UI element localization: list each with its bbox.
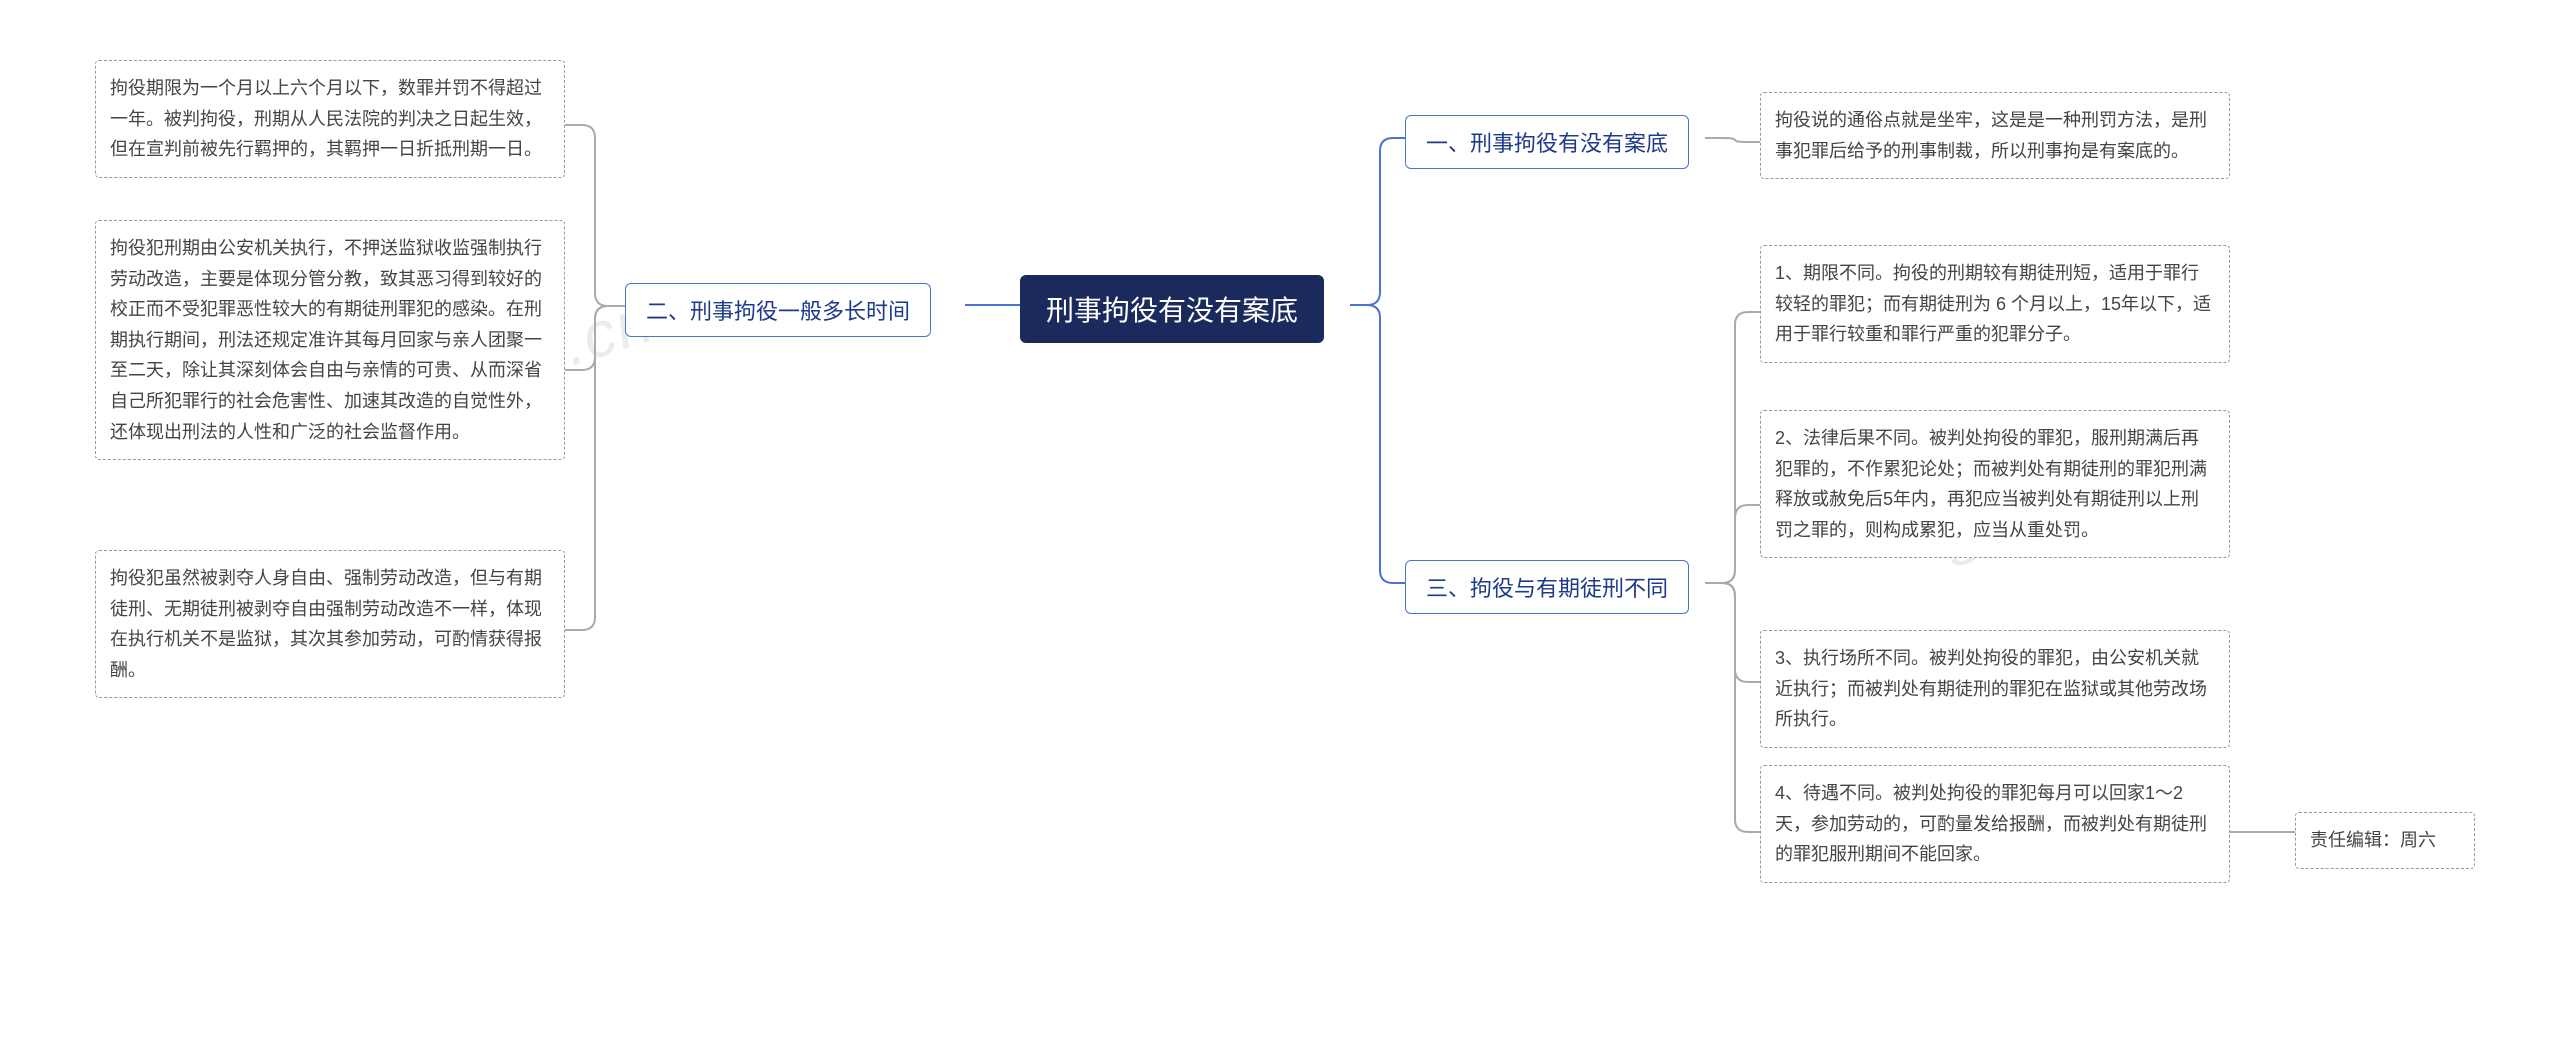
editor-note: 责任编辑：周六 [2295, 812, 2475, 869]
branch-3: 三、拘役与有期徒刑不同 [1405, 560, 1689, 614]
leaf-3-1: 2、法律后果不同。被判处拘役的罪犯，服刑期满后再犯罪的，不作累犯论处；而被判处有… [1760, 410, 2230, 558]
leaf-1-0: 拘役说的通俗点就是坐牢，这是是一种刑罚方法，是刑事犯罪后给予的刑事制裁，所以刑事… [1760, 92, 2230, 179]
branch-2: 二、刑事拘役一般多长时间 [625, 283, 931, 337]
leaf-3-3: 4、待遇不同。被判处拘役的罪犯每月可以回家1～2天，参加劳动的，可酌量发给报酬，… [1760, 765, 2230, 883]
leaf-3-2: 3、执行场所不同。被判处拘役的罪犯，由公安机关就近执行；而被判处有期徒刑的罪犯在… [1760, 630, 2230, 748]
branch-1: 一、刑事拘役有没有案底 [1405, 115, 1689, 169]
leaf-2-1: 拘役犯刑期由公安机关执行，不押送监狱收监强制执行劳动改造，主要是体现分管分教，致… [95, 220, 565, 460]
leaf-2-2: 拘役犯虽然被剥夺人身自由、强制劳动改造，但与有期徒刑、无期徒刑被剥夺自由强制劳动… [95, 550, 565, 698]
leaf-3-0: 1、期限不同。拘役的刑期较有期徒刑短，适用于罪行较轻的罪犯；而有期徒刑为 6 个… [1760, 245, 2230, 363]
leaf-2-0: 拘役期限为一个月以上六个月以下，数罪并罚不得超过一年。被判拘役，刑期从人民法院的… [95, 60, 565, 178]
root-node: 刑事拘役有没有案底 [1020, 275, 1324, 343]
